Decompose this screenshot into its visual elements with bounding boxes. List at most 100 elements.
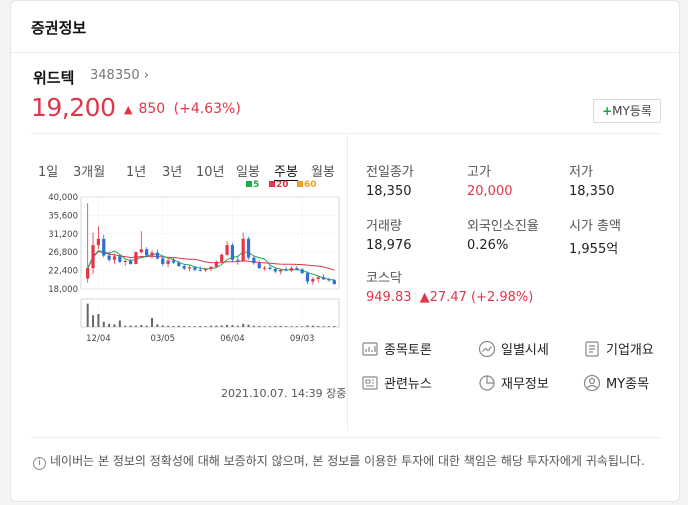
candle-body — [246, 238, 251, 258]
chevron-right-icon: › — [143, 68, 149, 83]
candle-body — [327, 279, 331, 281]
candle-body — [96, 238, 101, 246]
volume-bar — [322, 326, 325, 327]
candle-body — [102, 238, 106, 256]
candle-body — [107, 255, 111, 260]
volume-bar — [129, 325, 132, 327]
candle-body — [134, 252, 138, 264]
x-tick-label: 09/03 — [290, 334, 315, 344]
link-discussion[interactable]: 종목토론 — [361, 339, 432, 358]
candle-body — [225, 245, 229, 255]
tab-1d[interactable]: 1일 — [38, 165, 59, 180]
candle-body — [145, 249, 149, 256]
link-financials[interactable]: 재무정보 — [478, 373, 549, 392]
index-value: 949.83 — [366, 290, 412, 305]
volume-bar — [86, 303, 89, 327]
link-label: 재무정보 — [501, 377, 549, 392]
tab-daily[interactable]: 일봉 — [236, 165, 260, 180]
candle-body — [252, 257, 256, 264]
disclaimer-text: 네이버는 본 정보의 정확성에 대해 보증하지 않으며, 본 정보를 이용한 투… — [50, 454, 645, 468]
volume-bar — [306, 325, 309, 327]
index-value-row: 949.83 ▲27.47 (+2.98%) — [366, 290, 616, 305]
stat-label: 고가 — [467, 165, 491, 180]
candle-body — [284, 269, 288, 271]
chart-board-icon — [362, 342, 378, 356]
stat-label: 거래량 — [366, 219, 402, 234]
stock-name[interactable]: 위드텍 — [33, 69, 75, 87]
candle-body — [198, 269, 202, 271]
change-percent: (+4.63%) — [173, 101, 241, 117]
candle-body — [241, 238, 245, 261]
volume-bar — [108, 323, 111, 327]
y-tick-label: 18,000 — [48, 285, 78, 295]
candle-body — [177, 262, 181, 266]
current-price: 19,200 — [31, 93, 116, 122]
candle-body — [311, 278, 315, 282]
tab-3m[interactable]: 3개월 — [73, 165, 106, 180]
stat-foreign-ratio: 외국인소진율 0.26% — [467, 215, 577, 253]
price-chart[interactable]: 40,000 35,600 31,200 26,800 22,400 18,000 12/0… — [35, 189, 341, 349]
y-tick-label: 26,800 — [48, 248, 78, 258]
x-tick-label: 12/04 — [86, 334, 111, 344]
volume-bar — [301, 326, 304, 327]
tab-weekly[interactable]: 주봉 — [274, 161, 298, 181]
plot-frame — [80, 196, 340, 290]
volume-bar — [242, 323, 245, 327]
candle-body — [332, 280, 336, 284]
stat-value: 18,350 — [366, 184, 412, 199]
candle-body — [193, 267, 197, 270]
link-company-overview[interactable]: 기업개요 — [583, 339, 654, 358]
document-list-icon — [585, 341, 599, 357]
plus-icon: + — [602, 104, 613, 118]
ma20-line — [87, 250, 335, 271]
link-label: 종목토론 — [384, 343, 432, 358]
volume-bar — [327, 326, 330, 327]
link-related-news[interactable]: 관련뉴스 — [361, 373, 432, 392]
stat-value: 1,955억 — [569, 242, 619, 257]
user-circle-icon — [583, 374, 601, 392]
link-label: 일별시세 — [501, 343, 549, 358]
volume-bar — [268, 326, 271, 327]
volume-bar — [210, 325, 212, 327]
tab-1y[interactable]: 1년 — [126, 165, 147, 180]
stat-prev-close: 전일종가 18,350 — [366, 161, 476, 199]
tab-10y[interactable]: 10년 — [196, 165, 225, 180]
stat-value: 0.26% — [467, 238, 509, 253]
volume-bar — [252, 325, 255, 327]
stock-code-link[interactable]: 348350 › — [90, 68, 149, 83]
trend-circle-icon — [478, 340, 496, 358]
link-label: 기업개요 — [606, 343, 654, 358]
volume-bar — [333, 325, 336, 327]
volume-bar — [177, 325, 180, 327]
candle-body — [209, 266, 213, 269]
link-label: 관련뉴스 — [384, 377, 432, 392]
candle-body — [91, 245, 95, 269]
volume-bar — [274, 325, 277, 327]
tab-3y[interactable]: 3년 — [162, 165, 183, 180]
volume-bar — [215, 325, 218, 327]
legend-ma5: 5 — [246, 180, 259, 190]
my-register-button[interactable]: +MY등록 — [593, 99, 661, 123]
tab-monthly[interactable]: 월봉 — [311, 165, 335, 180]
candle-body — [316, 277, 320, 279]
stat-value: 18,350 — [569, 184, 615, 199]
candle-body — [112, 256, 117, 260]
candle-body — [161, 258, 165, 264]
timestamp: 2021.10.07. 14:39 장중 — [221, 387, 347, 400]
legend-swatch-icon — [297, 181, 303, 187]
volume-bar — [193, 326, 196, 327]
stat-label: 전일종가 — [366, 165, 414, 180]
volume-bar — [290, 326, 293, 327]
link-my-stocks[interactable]: MY종목 — [583, 373, 649, 392]
stat-low: 저가 18,350 — [569, 161, 679, 199]
volume-bar — [134, 325, 137, 327]
up-triangle-icon: ▲ — [124, 103, 133, 116]
volume-bar — [97, 314, 100, 327]
volume-bar — [145, 325, 148, 327]
candle-body — [230, 245, 235, 260]
candle-body — [268, 267, 272, 269]
legend-swatch-icon — [246, 181, 252, 187]
link-daily-price[interactable]: 일별시세 — [478, 339, 549, 358]
candle-body — [171, 260, 176, 263]
news-icon — [362, 376, 378, 390]
